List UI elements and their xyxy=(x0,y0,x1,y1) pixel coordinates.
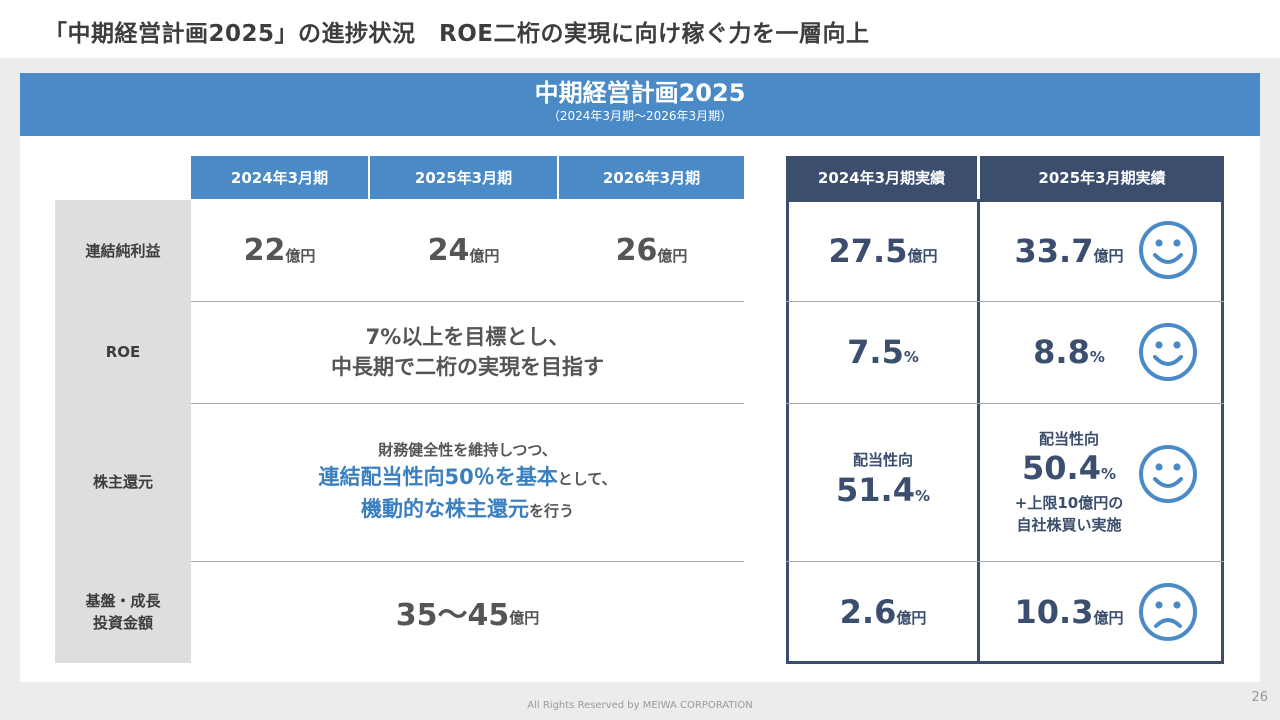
plan-shareholder-return: 財務健全性を維持しつつ、 連結配当性向50％を基本として、 機動的な株主還元を行… xyxy=(191,403,744,561)
plan-header-fy2026: 2026年3月期 xyxy=(559,156,744,199)
banner-subtitle: （2024年3月期〜2026年3月期） xyxy=(547,109,733,123)
payout-label: 配当性向 xyxy=(852,451,913,469)
copyright-footer: All Rights Reserved by MEIWA CORPORATION xyxy=(527,700,753,711)
plan-banner: 中期経営計画2025 （2024年3月期〜2026年3月期） xyxy=(20,73,1260,136)
row-label-roe: ROE xyxy=(55,301,191,403)
value: 50.4 xyxy=(1022,449,1101,487)
result-payout-fy2025: 配当性向 50.4% +上限10億円の 自社株買い実施 xyxy=(980,403,1158,561)
result-header-fy2024: 2024年3月期実績 xyxy=(786,156,977,199)
result-roe-fy2024: 7.5% xyxy=(789,301,977,403)
unit: 億円 xyxy=(907,247,938,265)
results-column-divider xyxy=(977,199,980,664)
results-row-divider xyxy=(786,403,1224,404)
result-net-income-fy2025: 33.7 億円 xyxy=(980,200,1158,301)
buyback-note-line1: +上限10億円の xyxy=(1014,494,1124,512)
unit: % xyxy=(914,487,930,505)
title-bar: 「中期経営計画2025」の進捗状況 ROE二桁の実現に向け稼ぐ力を一層向上 xyxy=(0,0,1280,58)
value: 10.3 xyxy=(1014,593,1094,631)
unit: 億円 xyxy=(509,608,540,627)
plan-header-fy2024: 2024年3月期 xyxy=(191,156,368,199)
unit: 億円 xyxy=(469,247,500,265)
page-title: 「中期経営計画2025」の進捗状況 ROE二桁の実現に向け稼ぐ力を一層向上 xyxy=(44,21,870,47)
unit: % xyxy=(1089,348,1105,366)
plan-header-fy2025: 2025年3月期 xyxy=(370,156,557,199)
plan-net-income-fy2026: 26 億円 xyxy=(559,200,744,301)
row-label-investment-line1: 基盤・成長 xyxy=(85,592,161,610)
row-divider xyxy=(191,403,744,404)
unit: 億円 xyxy=(1093,608,1124,627)
result-investment-fy2025: 10.3 億円 xyxy=(980,561,1158,663)
payout-policy-emphasis: 連結配当性向50％を基本 xyxy=(318,465,558,489)
row-label-shareholder-return: 株主還元 xyxy=(55,403,191,561)
smiley-face-icon xyxy=(1139,445,1197,503)
result-header-fy2025: 2025年3月期実績 xyxy=(980,156,1224,199)
payout-value: 51.4% xyxy=(836,471,930,515)
flexible-return-rest: を行う xyxy=(528,502,574,520)
value: 22 xyxy=(243,233,286,268)
unit: 億円 xyxy=(896,608,927,627)
value: 51.4 xyxy=(836,471,915,509)
results-frame xyxy=(786,199,1224,664)
roe-target-line2: 中長期で二桁の実現を目指す xyxy=(331,355,604,379)
row-label-net-income: 連結純利益 xyxy=(55,200,191,301)
value: 2.6 xyxy=(839,593,897,631)
unit: 億円 xyxy=(1093,247,1124,265)
result-roe-fy2025: 8.8% xyxy=(980,301,1158,403)
row-divider xyxy=(191,301,744,302)
page-number: 26 xyxy=(1251,690,1268,705)
value: 8.8 xyxy=(1033,333,1090,371)
smiley-face-icon xyxy=(1139,221,1197,279)
plan-roe-target: 7%以上を目標とし、 中長期で二桁の実現を目指す xyxy=(191,301,744,403)
unit: % xyxy=(903,348,919,366)
result-net-income-fy2024: 27.5 億円 xyxy=(789,200,977,301)
buyback-note-line2: 自社株買い実施 xyxy=(1016,516,1122,534)
plan-net-income-fy2025: 24 億円 xyxy=(370,200,557,301)
results-row-divider xyxy=(786,301,1224,302)
flexible-return-emphasis: 機動的な株主還元 xyxy=(360,497,529,521)
result-investment-fy2024: 2.6 億円 xyxy=(789,561,977,663)
content-panel: 中期経営計画2025 （2024年3月期〜2026年3月期） 2024年3月期 … xyxy=(20,73,1260,682)
shareholder-line3: 機動的な株主還元を行う xyxy=(361,494,574,526)
sad-face-icon xyxy=(1139,583,1197,641)
unit: 億円 xyxy=(285,247,316,265)
row-divider xyxy=(191,561,744,562)
row-label-investment: 基盤・成長 投資金額 xyxy=(55,561,191,663)
shareholder-line1: 財務健全性を維持しつつ、 xyxy=(378,441,557,459)
roe-target-line1: 7%以上を目標とし、 xyxy=(365,325,570,349)
plan-investment-amount: 35〜45 億円 xyxy=(191,561,744,663)
results-row-divider xyxy=(786,561,1224,562)
value: 33.7 xyxy=(1014,231,1094,270)
payout-value: 50.4% xyxy=(1022,450,1116,492)
plan-net-income-fy2024: 22 億円 xyxy=(191,200,368,301)
value: 27.5 xyxy=(828,231,908,270)
unit: 億円 xyxy=(657,247,688,265)
shareholder-line2: 連結配当性向50％を基本として、 xyxy=(318,462,616,494)
value: 24 xyxy=(427,233,470,268)
payout-label: 配当性向 xyxy=(1038,430,1099,448)
payout-policy-rest: として、 xyxy=(557,470,617,488)
value: 26 xyxy=(615,233,658,268)
banner-title: 中期経営計画2025 xyxy=(534,79,746,107)
value: 7.5 xyxy=(847,333,904,371)
unit: % xyxy=(1100,465,1116,483)
smiley-face-icon xyxy=(1139,323,1197,381)
row-label-investment-line2: 投資金額 xyxy=(92,614,153,632)
value: 35〜45 xyxy=(395,598,510,633)
result-payout-fy2024: 配当性向 51.4% xyxy=(789,403,977,561)
